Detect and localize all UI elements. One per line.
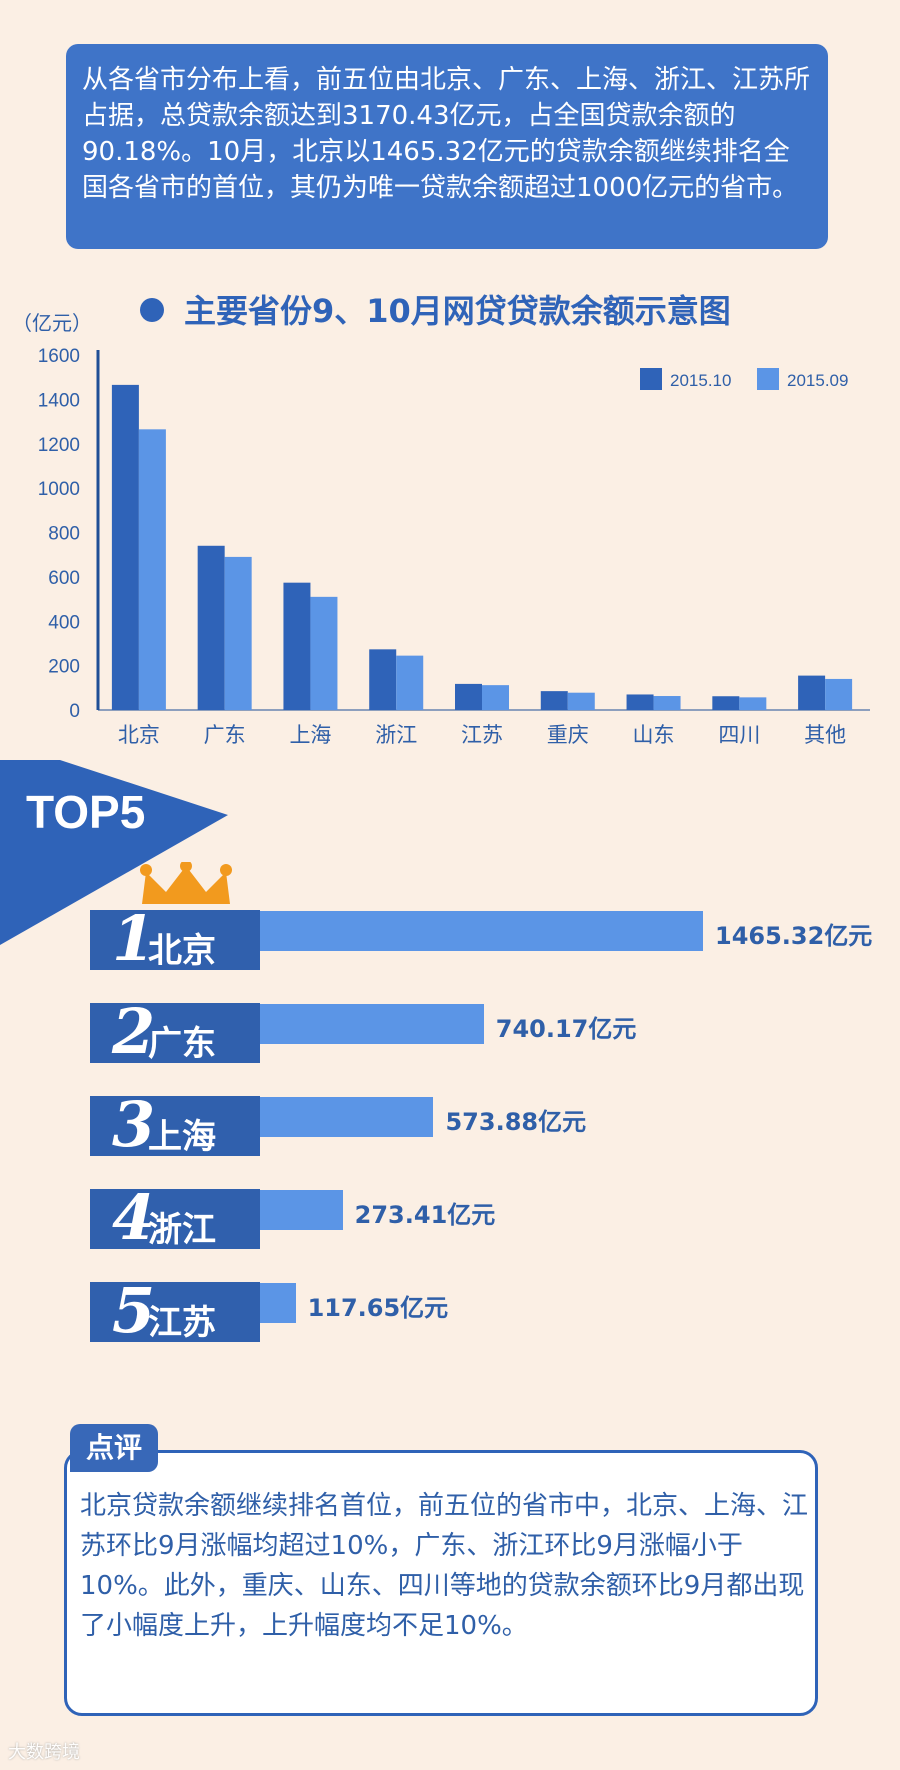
rank-bar (260, 911, 703, 951)
rank-value-label: 1465.32亿元 (715, 922, 873, 950)
rank-province: 广东 (148, 1024, 216, 1064)
rank-bar (260, 1190, 343, 1230)
x-tick-label: 北京 (118, 724, 160, 747)
bar-2015.10-江苏 (455, 683, 482, 710)
watermark: 大数跨境 (8, 1742, 80, 1763)
x-tick-label: 上海 (289, 724, 331, 747)
x-tick-label: 重庆 (547, 724, 589, 747)
bar-2015.10-上海 (283, 582, 311, 710)
bar-2015.10-其他 (798, 675, 826, 710)
legend-label: 2015.10 (670, 371, 731, 390)
rank-bar (260, 1097, 434, 1137)
rank-number: 3 (112, 1088, 156, 1161)
y-tick-label: 1600 (38, 346, 80, 367)
rank-value-label: 740.17亿元 (495, 1015, 637, 1043)
y-tick-label: 800 (48, 524, 80, 545)
bar-2015.09-四川 (739, 697, 767, 710)
bar-2015.09-上海 (310, 596, 338, 710)
bar-2015.10-广东 (197, 545, 225, 710)
top5-banner: TOP5 (0, 760, 228, 945)
x-tick-label: 浙江 (375, 724, 417, 747)
bullet-dot-icon (140, 298, 164, 322)
rank-number: 1 (112, 902, 156, 975)
intro-text: 从各省市分布上看，前五位由北京、广东、上海、浙江、江苏所占据，总贷款余额达到31… (82, 65, 811, 203)
intro-text-box: 从各省市分布上看，前五位由北京、广东、上海、浙江、江苏所占据，总贷款余额达到31… (66, 44, 828, 249)
y-tick-label: 1400 (38, 390, 80, 411)
legend-label: 2015.09 (787, 371, 848, 390)
rank-value-label: 573.88亿元 (445, 1108, 587, 1136)
y-tick-label: 1200 (38, 435, 80, 456)
rank-box: 2 广东 (90, 995, 260, 1068)
legend-swatch (640, 368, 662, 390)
y-tick-label: 1000 (38, 479, 80, 500)
rank-bar (260, 1283, 296, 1323)
legend-swatch (757, 368, 779, 390)
top5-triangle (0, 760, 228, 945)
comment-text: 北京贷款余额继续排名首位，前五位的省市中，北京、上海、江苏环比9月涨幅均超过10… (80, 1491, 809, 1641)
rank-province: 江苏 (148, 1303, 216, 1343)
bar-2015.09-江苏 (482, 685, 509, 710)
rank-province: 上海 (148, 1117, 216, 1157)
rank-value-label: 117.65亿元 (307, 1294, 449, 1322)
bar-2015.09-其他 (825, 678, 853, 710)
y-tick-label: 200 (48, 657, 80, 678)
rank-number: 2 (112, 995, 156, 1068)
x-tick-label: 山东 (633, 724, 675, 747)
bar-2015.09-北京 (138, 429, 166, 710)
x-tick-label: 广东 (204, 724, 246, 747)
rank-box: 4 浙江 (90, 1181, 260, 1254)
x-tick-label: 四川 (718, 724, 760, 747)
rank-box: 5 江苏 (90, 1274, 260, 1347)
rank-number: 4 (112, 1181, 156, 1254)
comment-tag: 点评 (70, 1424, 158, 1472)
top5-label: TOP5 (26, 786, 145, 838)
y-tick-label: 0 (69, 701, 80, 722)
comment-box (64, 1450, 818, 1716)
bar-2015.10-山东 (626, 694, 654, 710)
bar-2015.10-浙江 (369, 649, 397, 710)
x-tick-label: 其他 (804, 724, 846, 747)
y-tick-label: 600 (48, 568, 80, 589)
rank-number: 5 (112, 1274, 156, 1347)
bar-2015.09-广东 (224, 556, 252, 710)
y-axis-label: （亿元） (12, 312, 92, 335)
bar-2015.09-重庆 (567, 692, 595, 710)
chart-title: 主要省份9、10月网贷贷款余额示意图 (140, 286, 731, 332)
bar-2015.10-四川 (712, 696, 740, 710)
x-tick-label: 江苏 (461, 724, 503, 747)
crown-icon (140, 862, 232, 904)
rank-province: 浙江 (148, 1210, 216, 1250)
rank-value-label: 273.41亿元 (354, 1201, 496, 1229)
y-tick-label: 400 (48, 612, 80, 633)
chart-title-text: 主要省份9、10月网贷贷款余额示意图 (184, 292, 731, 330)
bar-chart: （亿元） 0 200 400 600 800 1000 1200 1400 1600 北京 广东 上海 浙… (12, 312, 870, 747)
bar-2015.09-浙江 (396, 655, 424, 710)
bar-2015.09-山东 (653, 696, 681, 710)
bar-2015.10-重庆 (540, 691, 568, 710)
rank-box: 1 北京 (90, 902, 260, 975)
rank-province: 北京 (148, 931, 216, 971)
rank-bar (260, 1004, 484, 1044)
bar-2015.10-北京 (111, 384, 139, 710)
rank-box: 3 上海 (90, 1088, 260, 1161)
